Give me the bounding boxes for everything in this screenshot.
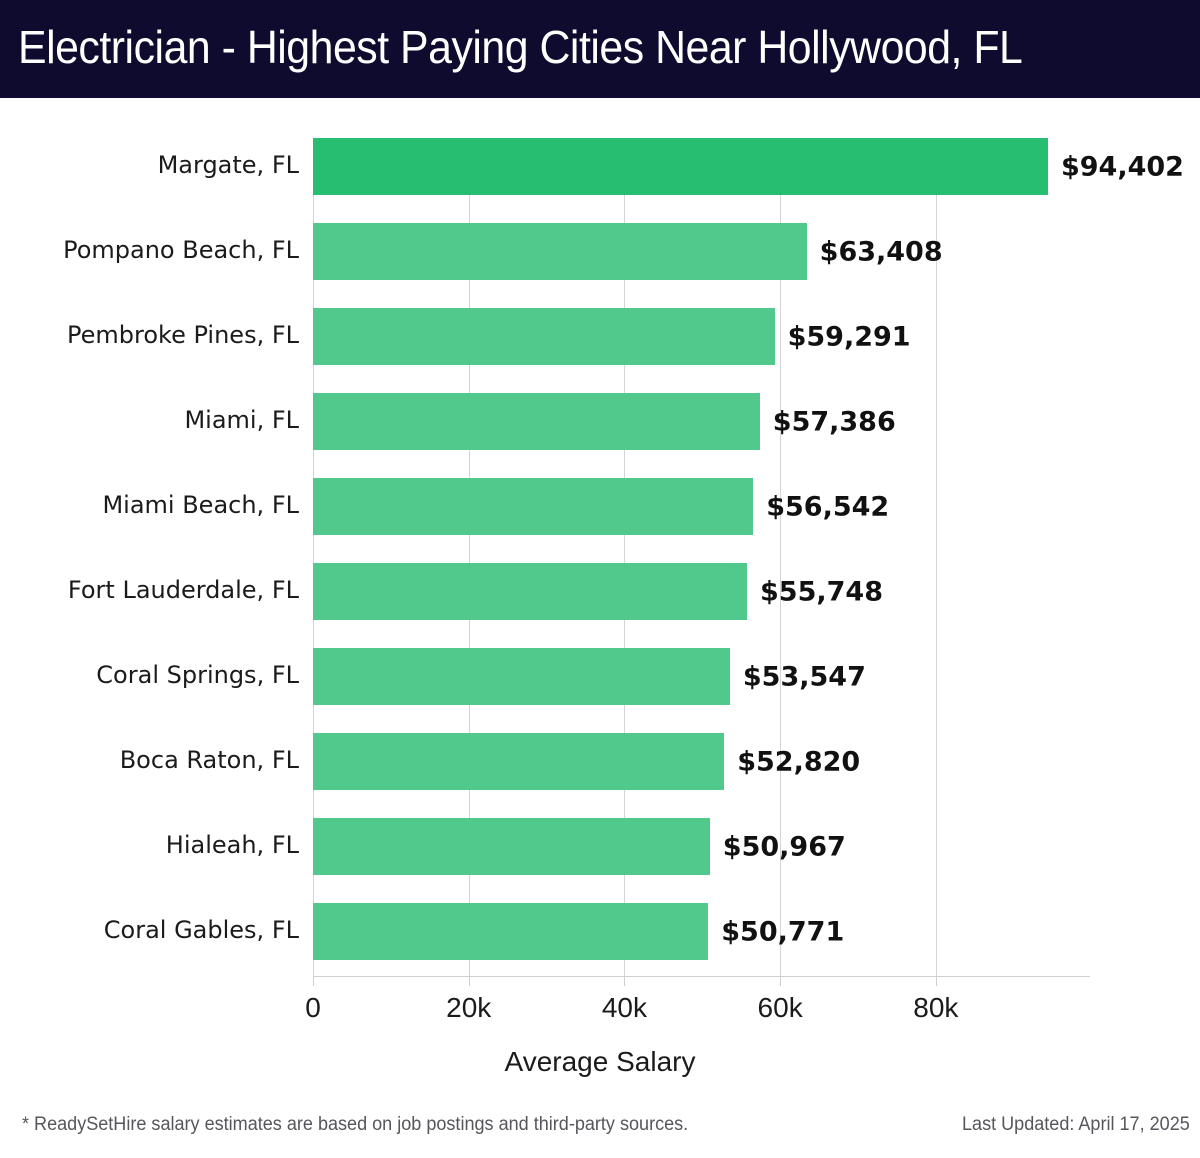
bar-row: $57,386	[313, 393, 1090, 450]
header-bar: Electrician - Highest Paying Cities Near…	[0, 0, 1200, 98]
bar-value-label: $55,748	[760, 576, 883, 607]
bar-row: $55,748	[313, 563, 1090, 620]
bar[interactable]	[313, 563, 748, 620]
bar-row: $63,408	[313, 223, 1090, 280]
x-axis-tick-label: 80k	[913, 992, 959, 1023]
x-axis-tick	[313, 976, 314, 986]
x-axis-tick-label: 20k	[446, 992, 492, 1023]
gridline	[313, 138, 314, 976]
bar[interactable]	[313, 818, 710, 875]
bar[interactable]	[313, 223, 807, 280]
x-axis-tick	[935, 976, 937, 986]
bar-value-label: $56,542	[766, 491, 890, 522]
bar-value-label: $59,291	[787, 321, 911, 352]
bar-value-label: $50,967	[722, 831, 846, 862]
x-axis-tick-label: 0	[305, 992, 321, 1023]
x-axis-tick-label: 40k	[601, 992, 647, 1023]
footer-disclaimer: * ReadySetHire salary estimates are base…	[22, 1114, 689, 1135]
bar[interactable]	[313, 903, 709, 960]
plot-area: $94,402 $63,408 $59,291 $57,386 $56,542 $55,7…	[313, 138, 1184, 976]
category-label: Miami, FL	[184, 405, 299, 434]
bar[interactable]	[313, 308, 775, 365]
category-label: Hialeah, FL	[165, 830, 299, 859]
category-label: Fort Lauderdale, FL	[67, 575, 299, 604]
bar-value-label: $57,386	[772, 406, 896, 437]
bar-row: $53,547	[313, 648, 1090, 705]
bar[interactable]	[313, 648, 730, 705]
gridline	[624, 138, 626, 976]
bar-value-label: $50,771	[721, 916, 845, 947]
bar-value-label: $52,820	[737, 746, 861, 777]
x-axis-tick-label: 60k	[757, 992, 803, 1023]
footer: * ReadySetHire salary estimates are base…	[0, 1100, 1200, 1158]
footer-last-updated: Last Updated: April 17, 2025	[962, 1114, 1190, 1135]
x-axis-tick	[780, 976, 782, 986]
bar[interactable]	[313, 138, 1048, 195]
page-title: Electrician - Highest Paying Cities Near…	[18, 21, 1023, 73]
bar-value-label: $53,547	[742, 661, 866, 692]
x-axis-tick	[624, 976, 626, 986]
category-label: Pompano Beach, FL	[63, 235, 299, 264]
bar[interactable]	[313, 733, 725, 790]
bar-row: $52,820	[313, 733, 1090, 790]
bar-chart: $94,402 $63,408 $59,291 $57,386 $56,542 $55,7…	[0, 98, 1200, 1098]
gridline	[468, 138, 470, 976]
gridline	[780, 138, 782, 976]
x-axis-tick	[468, 976, 470, 986]
bar-value-label: $63,408	[819, 236, 943, 267]
bar-row: $50,771	[313, 903, 1090, 960]
category-label: Coral Springs, FL	[96, 660, 299, 689]
bar-row: $56,542	[313, 478, 1090, 535]
x-axis-line	[313, 976, 1090, 977]
bar-row: $59,291	[313, 308, 1090, 365]
category-label: Margate, FL	[157, 150, 299, 179]
bar-row: $50,967	[313, 818, 1090, 875]
bar-row: $94,402	[313, 138, 1184, 195]
category-label: Pembroke Pines, FL	[67, 320, 299, 349]
gridline	[935, 138, 937, 976]
bar-value-label: $94,402	[1060, 151, 1184, 182]
x-axis-title: Average Salary	[504, 1046, 696, 1077]
category-label: Miami Beach, FL	[102, 490, 299, 519]
bar[interactable]	[313, 478, 754, 535]
bar[interactable]	[313, 393, 760, 450]
category-label: Coral Gables, FL	[103, 915, 299, 944]
category-label: Boca Raton, FL	[119, 745, 299, 774]
